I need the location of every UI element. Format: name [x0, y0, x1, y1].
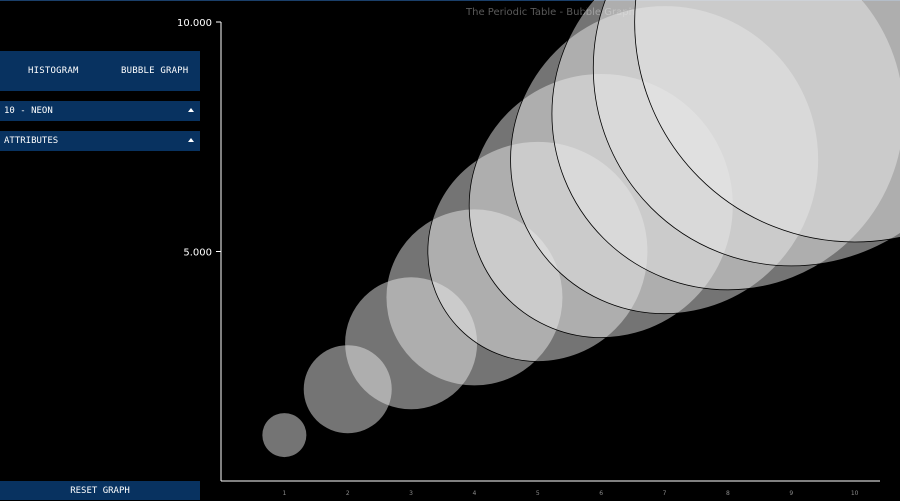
- element-select[interactable]: 10 - NEON: [0, 101, 200, 121]
- bubble-1[interactable]: [262, 413, 307, 458]
- caret-up-icon: [188, 108, 194, 112]
- top-border: [0, 0, 900, 1]
- bubbles-layer: [262, 0, 900, 458]
- attributes-select[interactable]: ATTRIBUTES: [0, 131, 200, 151]
- sidebar: HISTOGRAM BUBBLE GRAPH 10 - NEON ATTRIBU…: [0, 0, 200, 500]
- attributes-select-label: ATTRIBUTES: [4, 136, 59, 146]
- x-tick-label: 4: [473, 490, 477, 497]
- x-tick-label: 3: [409, 490, 413, 497]
- x-tick-label: 7: [663, 490, 667, 497]
- x-tick-label: 10: [851, 490, 859, 497]
- y-tick-label: 10.000: [177, 18, 212, 29]
- element-select-label: 10 - NEON: [4, 106, 53, 116]
- x-tick-label: 9: [789, 490, 793, 497]
- chart-title: The Periodic Table - Bubble Graph: [466, 7, 635, 18]
- x-tick-label: 6: [599, 490, 603, 497]
- tab-histogram[interactable]: HISTOGRAM: [28, 66, 79, 76]
- x-tick-label: 8: [726, 490, 730, 497]
- x-tick-label: 5: [536, 490, 540, 497]
- graph-type-tabs: HISTOGRAM BUBBLE GRAPH: [0, 51, 200, 91]
- tab-bubble-graph[interactable]: BUBBLE GRAPH: [121, 66, 189, 76]
- caret-up-icon: [188, 138, 194, 142]
- x-tick-label: 1: [282, 490, 286, 497]
- y-tick-label: 5.000: [183, 248, 212, 259]
- reset-graph-button[interactable]: RESET GRAPH: [0, 481, 200, 500]
- bubble-10[interactable]: [634, 0, 900, 243]
- axes-layer: 5.000 10.000 1 2 3 4 5 6 7 8 9 10: [177, 18, 880, 497]
- x-tick-label: 2: [346, 490, 350, 497]
